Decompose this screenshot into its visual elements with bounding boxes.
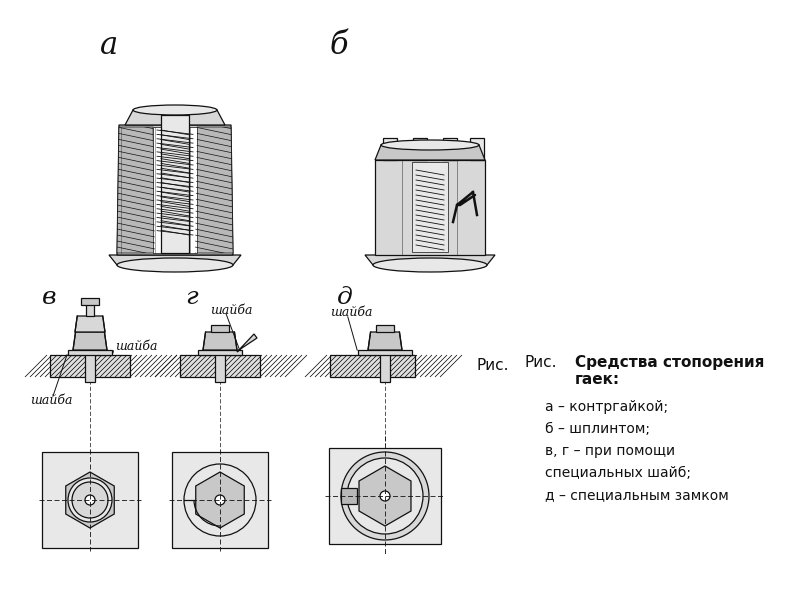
Bar bbox=[330, 355, 415, 377]
Bar bbox=[412, 162, 448, 252]
Text: д: д bbox=[337, 286, 353, 308]
Polygon shape bbox=[117, 125, 233, 255]
Text: Рис.: Рис. bbox=[525, 355, 558, 370]
Bar bbox=[470, 138, 484, 160]
Bar bbox=[198, 350, 242, 355]
Text: Рис.: Рис. bbox=[476, 358, 509, 373]
Bar bbox=[153, 127, 197, 253]
Polygon shape bbox=[125, 110, 225, 125]
Bar bbox=[443, 138, 457, 160]
Bar bbox=[413, 138, 427, 160]
Circle shape bbox=[72, 482, 108, 518]
Polygon shape bbox=[73, 332, 107, 350]
Bar bbox=[86, 304, 94, 316]
Polygon shape bbox=[375, 145, 485, 160]
Text: шайба: шайба bbox=[330, 307, 373, 319]
Bar bbox=[50, 355, 130, 377]
Circle shape bbox=[85, 495, 95, 505]
Polygon shape bbox=[117, 127, 155, 253]
Bar bbox=[161, 115, 189, 253]
Bar bbox=[85, 350, 95, 382]
Bar bbox=[68, 350, 112, 355]
Text: шайба: шайба bbox=[115, 340, 158, 353]
Bar bbox=[380, 350, 390, 382]
Polygon shape bbox=[359, 466, 411, 526]
Text: б – шплинтом;: б – шплинтом; bbox=[545, 422, 650, 436]
Bar bbox=[215, 350, 225, 382]
Bar bbox=[383, 138, 397, 160]
Bar bbox=[81, 298, 99, 305]
Text: шайба: шайба bbox=[30, 394, 73, 407]
Polygon shape bbox=[365, 255, 495, 265]
Polygon shape bbox=[368, 332, 402, 350]
Text: специальных шайб;: специальных шайб; bbox=[545, 466, 691, 480]
Ellipse shape bbox=[117, 258, 233, 272]
Text: а – контргайкой;: а – контргайкой; bbox=[545, 400, 668, 414]
Polygon shape bbox=[341, 488, 357, 504]
Circle shape bbox=[380, 491, 390, 501]
Polygon shape bbox=[196, 472, 244, 528]
Text: в, г – при помощи: в, г – при помощи bbox=[545, 444, 675, 458]
Text: д – специальным замком: д – специальным замком bbox=[545, 488, 729, 502]
Text: а: а bbox=[100, 29, 118, 61]
Circle shape bbox=[215, 495, 225, 505]
Ellipse shape bbox=[381, 140, 479, 150]
Bar bbox=[376, 325, 394, 332]
Text: б: б bbox=[330, 29, 349, 61]
Bar bbox=[211, 325, 229, 332]
Text: Средства стопорения
гаек:: Средства стопорения гаек: bbox=[575, 355, 764, 388]
Text: в: в bbox=[42, 286, 57, 308]
Polygon shape bbox=[109, 255, 241, 265]
Polygon shape bbox=[375, 160, 485, 255]
Polygon shape bbox=[203, 332, 237, 350]
Bar bbox=[358, 350, 412, 355]
Text: шайба: шайба bbox=[210, 304, 253, 317]
FancyBboxPatch shape bbox=[42, 452, 138, 548]
Polygon shape bbox=[237, 334, 257, 352]
Ellipse shape bbox=[373, 258, 487, 272]
FancyBboxPatch shape bbox=[329, 448, 441, 544]
Text: г: г bbox=[185, 286, 198, 308]
Polygon shape bbox=[66, 472, 114, 528]
Circle shape bbox=[68, 478, 112, 522]
Circle shape bbox=[341, 452, 429, 540]
Bar bbox=[180, 355, 260, 377]
Polygon shape bbox=[195, 127, 233, 253]
Circle shape bbox=[347, 458, 423, 534]
FancyBboxPatch shape bbox=[172, 452, 268, 548]
Ellipse shape bbox=[133, 105, 217, 115]
Polygon shape bbox=[75, 316, 105, 332]
